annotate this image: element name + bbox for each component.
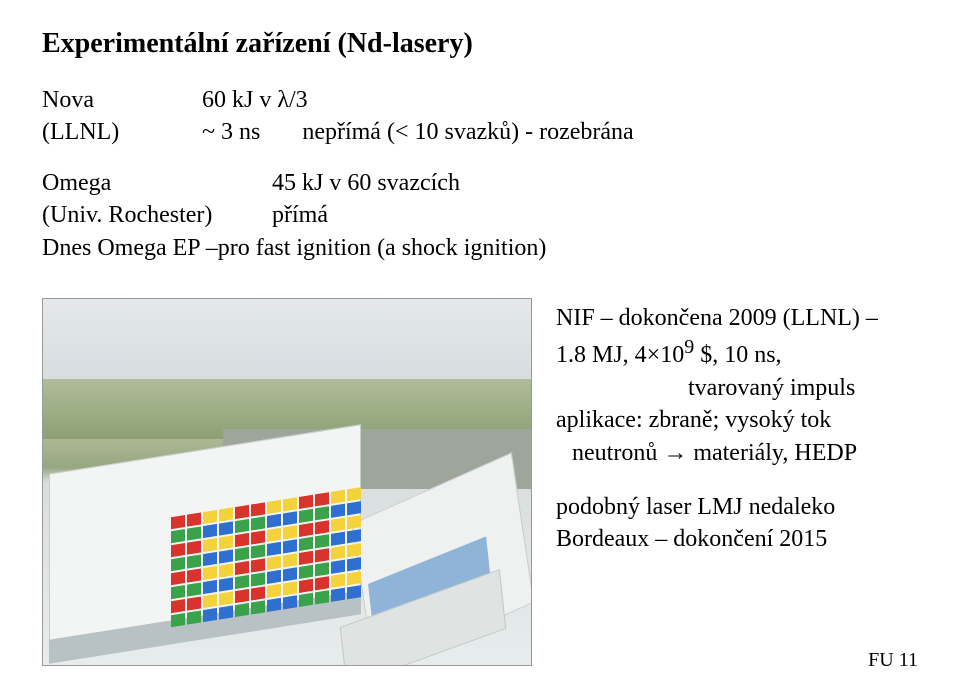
page-title: Experimentální zařízení (Nd-lasery) xyxy=(42,28,918,60)
nova-detail: ~ 3 ns nepřímá (< 10 svazků) - rozebrána xyxy=(202,116,634,148)
facility-nova: Nova 60 kJ v λ/3 (LLNL) ~ 3 ns nepřímá (… xyxy=(42,84,918,149)
page-footer: FU 11 xyxy=(868,649,918,672)
lmj-line1: podobný laser LMJ nedaleko xyxy=(556,491,918,523)
omega-mode: přímá xyxy=(272,199,328,231)
photo-sky xyxy=(43,299,531,385)
nif-line4: aplikace: zbraně; vysoký tok xyxy=(556,404,918,436)
omega-name: Omega xyxy=(42,167,272,199)
omega-ep: Dnes Omega EP –pro fast ignition (a shoc… xyxy=(42,232,918,264)
nif-description: NIF – dokončena 2009 (LLNL) – 1.8 MJ, 4×… xyxy=(556,298,918,666)
nif-line3: tvarovaný impuls xyxy=(556,372,918,404)
nova-pulse: ~ 3 ns xyxy=(202,119,260,145)
nif-line2: 1.8 MJ, 4×109 $, 10 ns, xyxy=(556,334,918,371)
nif-line1: NIF – dokončena 2009 (LLNL) – xyxy=(556,302,918,334)
facility-omega: Omega 45 kJ v 60 svazcích (Univ. Rochest… xyxy=(42,167,918,264)
nif-line5: neutronů → materiály, HEDP xyxy=(556,437,918,469)
lmj-line2: Bordeaux – dokončení 2015 xyxy=(556,523,918,555)
nif-aerial-photo xyxy=(42,298,532,666)
nif-line2b: $, 10 ns, xyxy=(694,342,781,368)
omega-lab: (Univ. Rochester) xyxy=(42,199,272,231)
nova-mode: nepřímá (< 10 svazků) - rozebrána xyxy=(302,119,633,145)
nif-line2sup: 9 xyxy=(684,336,694,358)
nova-name: Nova xyxy=(42,84,202,116)
nova-energy: 60 kJ v λ/3 xyxy=(202,84,308,116)
nif-line2a: 1.8 MJ, 4×10 xyxy=(556,342,684,368)
nova-lab: (LLNL) xyxy=(42,116,202,148)
omega-energy: 45 kJ v 60 svazcích xyxy=(272,167,460,199)
